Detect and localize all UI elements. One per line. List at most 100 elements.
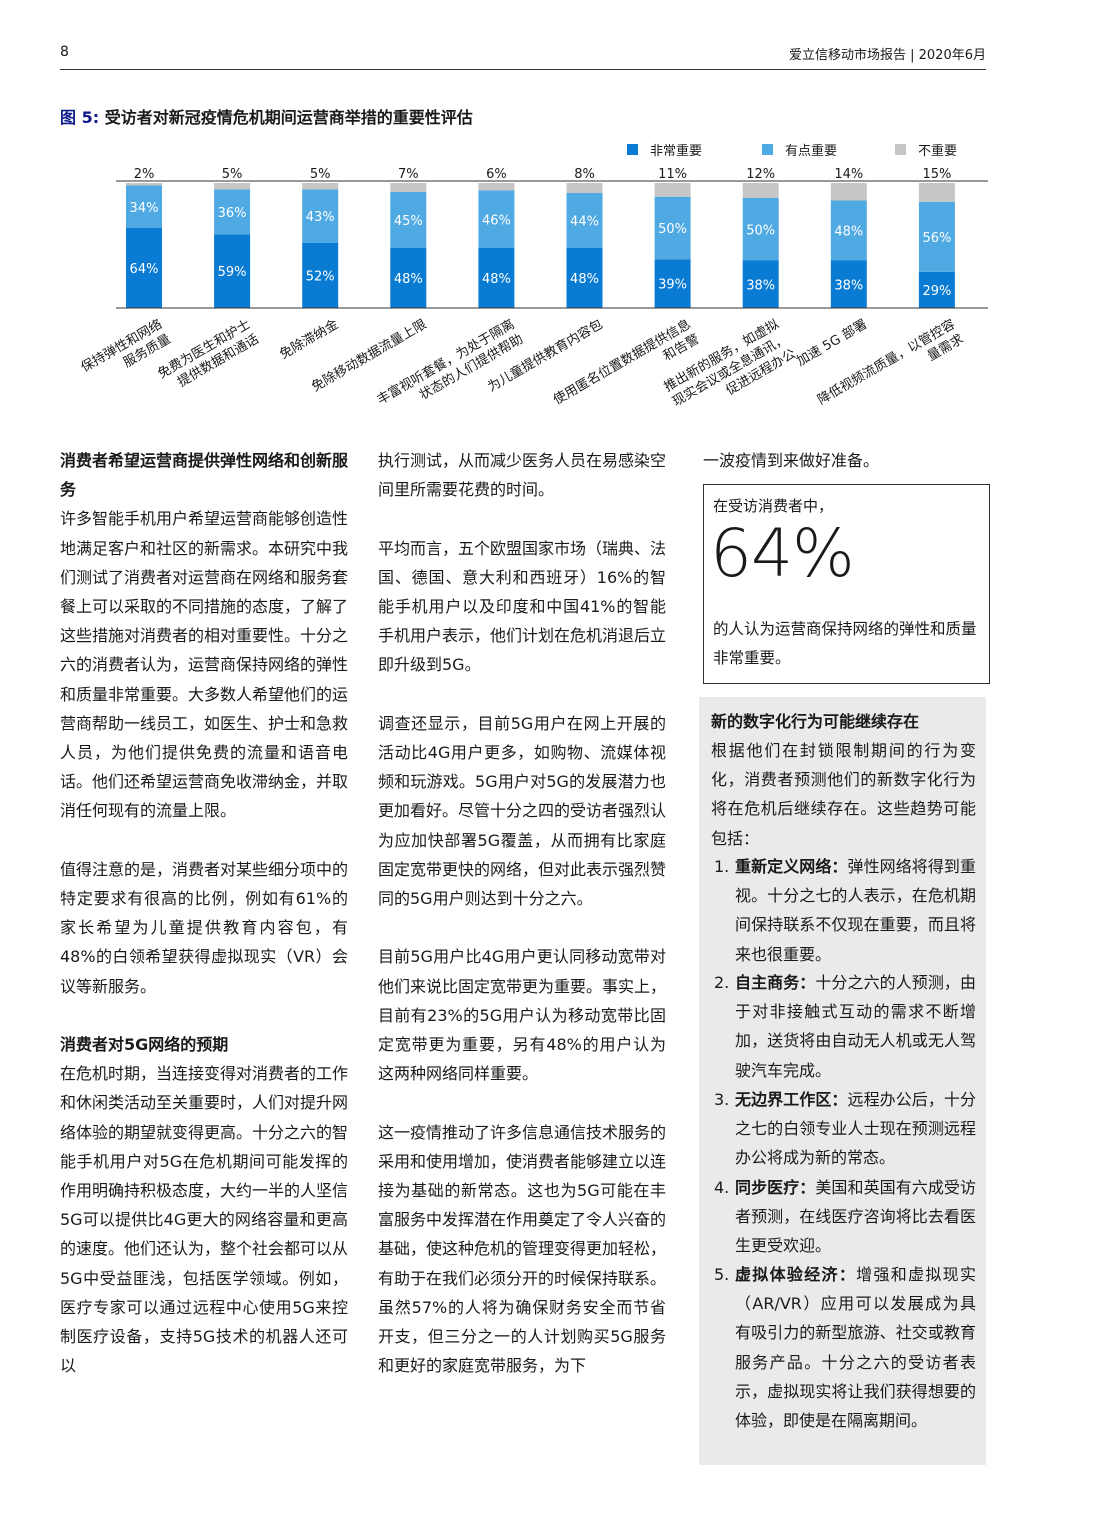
- chart-data-label: 48%: [482, 272, 511, 287]
- chart-data-label: 56%: [922, 231, 951, 246]
- paragraph: 值得注意的是，消费者对某些细分项中的特定要求有很高的比例，例如有61%的家长希望…: [60, 859, 349, 996]
- chart-data-label: 8%: [574, 167, 595, 182]
- trend-heading: 同步医疗：: [735, 1178, 816, 1197]
- trend-item: 5. 虚拟体验经济：增强和虚拟现实（AR/VR）应用可以发展成为具有吸引力的新型…: [711, 1260, 976, 1435]
- trend-number: 1.: [714, 857, 730, 876]
- chart-bar-segment: [302, 243, 339, 308]
- chart-category-label-line: 加速 5G 部署: [794, 317, 870, 369]
- chart-data-label: 29%: [922, 284, 951, 299]
- column-2: 执行测试，从而减少医务人员在易感染空间里所需要花费的时间。 平均而言，五个欧盟国…: [378, 446, 666, 1380]
- chart-bar-segment: [742, 183, 779, 198]
- paragraph: 这一疫情推动了许多信息通信技术服务的采用和使用增加，使消费者能够建立以连接为基础…: [378, 1122, 667, 1376]
- callout-intro: 在受访消费者中，: [713, 497, 834, 515]
- chart-bar-segment: [918, 183, 955, 202]
- trend-text: 弹性网络将得到重视。十分之七的人表示，在危机期间保持联系不仅现在重要，而且将来也…: [735, 857, 976, 964]
- trend-text: 美国和英国有六成受访者预测，在线医疗咨询将比去看医生更受欢迎。: [735, 1178, 976, 1256]
- legend-swatch: [895, 144, 906, 155]
- trend-number: 3.: [714, 1090, 730, 1109]
- paragraph: 调查还显示，目前5G用户在网上开展的活动比4G用户更多，如购物、流媒体视频和玩游…: [378, 713, 667, 909]
- chart-data-label: 7%: [398, 167, 419, 182]
- column-1: 消费者希望运营商提供弹性网络和创新服务 许多智能手机用户希望运营商能够创造性地满…: [60, 446, 348, 1380]
- chart-data-label: 5%: [222, 167, 243, 182]
- legend-item-not-important: 不重要: [895, 140, 957, 159]
- report-title: 爱立信移动市场报告 | 2020年6月: [789, 48, 986, 63]
- chart-data-label: 5%: [310, 167, 331, 182]
- chart-bar-segment: [478, 190, 515, 248]
- chart-data-label: 2%: [134, 167, 155, 182]
- chart-category-label: 加速 5G 部署: [794, 317, 870, 369]
- chart-data-label: 50%: [658, 222, 687, 237]
- chart-category-label-line: 降低视频流质量，以管控容: [815, 316, 958, 408]
- legend-item-somewhat-important: 有点重要: [762, 140, 837, 159]
- chart-bar-segment: [390, 248, 427, 308]
- chart-data-label: 11%: [658, 167, 687, 182]
- trend-text: 十分之六的人预测，由于对非接触式互动的需求不断增加，送货将由自动无人机或无人驾驶…: [735, 973, 976, 1080]
- chart-data-label: 45%: [394, 214, 423, 229]
- chart-data-label: 39%: [658, 278, 687, 293]
- chart-data-label: 43%: [306, 210, 335, 225]
- chart-bar-segment: [830, 260, 867, 308]
- legend-label: 非常重要: [650, 144, 703, 159]
- header-rule: [60, 69, 986, 70]
- figure-title-text: 受访者对新冠疫情危机期间运营商举措的重要性评估: [104, 108, 473, 127]
- legend-label: 有点重要: [785, 144, 838, 159]
- chart-data-label: 12%: [746, 167, 775, 182]
- chart-bar-segment: [302, 183, 339, 190]
- chart-bar-segment: [742, 260, 779, 308]
- trend-item: 1. 重新定义网络：弹性网络将得到重视。十分之七的人表示，在危机期间保持联系不仅…: [711, 852, 976, 969]
- paragraph: 执行测试，从而减少医务人员在易感染空间里所需要花费的时间。: [378, 451, 667, 500]
- chart-bar-segment: [214, 234, 251, 308]
- trend-heading: 无边界工作区：: [735, 1090, 848, 1109]
- chart-bar-segment: [654, 196, 691, 260]
- chart-bar-segment: [302, 189, 339, 243]
- chart-data-label: 48%: [834, 225, 863, 240]
- chart-bar-segment: [214, 189, 251, 235]
- trend-number: 5.: [714, 1265, 730, 1284]
- legend-swatch: [762, 144, 773, 155]
- trends-title: 新的数字化行为可能继续存在: [711, 712, 920, 731]
- chart-bar-segment: [126, 185, 162, 228]
- trend-item: 3. 无边界工作区：远程办公后，十分之七的白领专业人士现在预测远程办公将成为新的…: [711, 1085, 976, 1173]
- trend-number: 4.: [714, 1178, 730, 1197]
- paragraph: 在危机时期，当连接变得对消费者的工作和休闲类活动至关重要时，人们对提升网络体验的…: [60, 1064, 349, 1376]
- chart-data-label: 38%: [746, 278, 775, 293]
- chart-bar-segment: [830, 183, 867, 201]
- chart-bar-segment: [126, 183, 162, 186]
- trend-item: 4. 同步医疗：美国和英国有六成受访者预测，在线医疗咨询将比去看医生更受欢迎。: [711, 1173, 976, 1261]
- callout-description: 的人认为运营商保持网络的弹性和质量非常重要。: [713, 620, 977, 667]
- trends-intro: 根据他们在封锁限制期间的行为变化，消费者预测他们的新数字化行为将在危机后继续存在…: [711, 741, 976, 848]
- trend-item: 2. 自主商务：十分之六的人预测，由于对非接触式互动的需求不断增加，送货将由自动…: [711, 968, 976, 1085]
- chart-bar-segment: [918, 271, 955, 308]
- chart-data-label: 64%: [130, 262, 159, 277]
- legend-item-very-important: 非常重要: [627, 140, 702, 159]
- trend-text: 远程办公后，十分之七的白领专业人士现在预测远程办公将成为新的常态。: [735, 1090, 976, 1168]
- figure-label: 图 5:: [60, 108, 100, 127]
- chart-category-label: 免除滞纳金: [277, 316, 341, 362]
- chart-bar-segment: [654, 259, 691, 308]
- paragraph: 目前5G用户比4G用户更认同移动宽带对他们来说比固定宽带更为重要。事实上，目前有…: [378, 947, 667, 1084]
- chart-data-label: 50%: [746, 223, 775, 238]
- chart-bar-segment: [126, 228, 162, 308]
- column-3: 一波疫情到来做好准备。: [703, 446, 987, 475]
- chart-bar-segment: [390, 183, 427, 192]
- chart-bar-segment: [654, 183, 691, 197]
- chart-bar-segment: [214, 183, 251, 190]
- section-heading-resilient-networks: 消费者希望运营商提供弹性网络和创新服务: [60, 451, 349, 500]
- chart-data-label: 15%: [922, 167, 951, 182]
- chart-data-label: 6%: [486, 167, 507, 182]
- trend-text: 增强和虚拟现实（AR/VR）应用可以发展成为具有吸引力的新型旅游、社交或教育服务…: [735, 1265, 976, 1431]
- callout-value: 64%: [710, 515, 855, 592]
- chart-data-label: 46%: [482, 213, 511, 228]
- chart-data-label: 44%: [570, 215, 599, 230]
- chart-data-label: 59%: [218, 265, 247, 280]
- trend-heading: 虚拟体验经济：: [735, 1265, 857, 1284]
- chart-category-label-line: 免除滞纳金: [277, 316, 341, 362]
- legend-label: 不重要: [918, 144, 958, 159]
- chart-bar-segment: [566, 183, 603, 193]
- trend-heading: 自主商务：: [735, 973, 816, 992]
- chart-bar-segment: [742, 198, 779, 261]
- chart-data-label: 38%: [834, 278, 863, 293]
